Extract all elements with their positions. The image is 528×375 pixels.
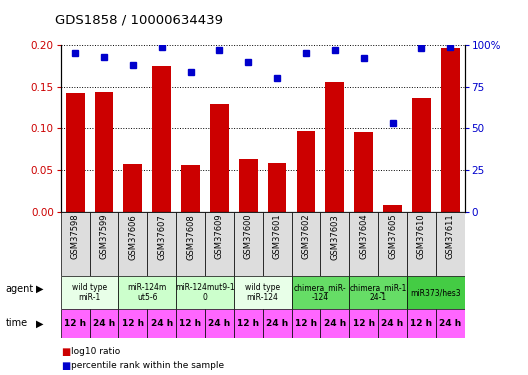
Text: GSM37605: GSM37605 (388, 214, 397, 260)
Text: GSM37611: GSM37611 (446, 214, 455, 260)
Bar (378, 309, 407, 338)
Bar (66, 93, 84, 212)
Bar (176, 276, 234, 309)
Text: wild type
miR-124: wild type miR-124 (245, 283, 280, 302)
Bar (176, 212, 205, 276)
Bar (262, 309, 291, 338)
Text: wild type
miR-1: wild type miR-1 (72, 283, 107, 302)
Text: percentile rank within the sample: percentile rank within the sample (71, 361, 224, 370)
Text: time: time (5, 318, 27, 328)
Text: 12 h: 12 h (122, 319, 144, 328)
Text: GSM37609: GSM37609 (215, 214, 224, 260)
Bar (291, 212, 320, 276)
Text: 24 h: 24 h (324, 319, 346, 328)
Text: log10 ratio: log10 ratio (71, 347, 120, 356)
Text: 24 h: 24 h (439, 319, 461, 328)
Text: chimera_miR-1
24-1: chimera_miR-1 24-1 (350, 283, 407, 302)
Bar (152, 66, 171, 212)
Bar (441, 48, 459, 212)
Text: GSM37610: GSM37610 (417, 214, 426, 260)
Bar (407, 276, 465, 309)
Bar (239, 159, 258, 212)
Bar (61, 212, 90, 276)
Text: GSM37599: GSM37599 (99, 214, 108, 259)
Bar (407, 309, 436, 338)
Bar (61, 276, 118, 309)
Text: 12 h: 12 h (353, 319, 375, 328)
Bar (118, 309, 147, 338)
Text: miR373/hes3: miR373/hes3 (410, 288, 461, 297)
Text: GSM37604: GSM37604 (359, 214, 368, 260)
Bar (124, 164, 142, 212)
Text: GSM37601: GSM37601 (272, 214, 281, 260)
Text: 12 h: 12 h (64, 319, 86, 328)
Bar (205, 309, 234, 338)
Bar (181, 165, 200, 212)
Bar (234, 276, 291, 309)
Bar (210, 104, 229, 212)
Bar (412, 98, 431, 212)
Text: GSM37603: GSM37603 (331, 214, 340, 260)
Bar (118, 276, 176, 309)
Bar (436, 212, 465, 276)
Bar (349, 212, 378, 276)
Bar (320, 212, 349, 276)
Bar (90, 212, 118, 276)
Bar (349, 276, 407, 309)
Text: miR-124m
ut5-6: miR-124m ut5-6 (128, 283, 167, 302)
Text: GSM37602: GSM37602 (301, 214, 310, 260)
Text: GSM37600: GSM37600 (244, 214, 253, 260)
Text: 24 h: 24 h (93, 319, 115, 328)
Text: 12 h: 12 h (410, 319, 432, 328)
Text: ■: ■ (61, 361, 70, 370)
Text: ▶: ▶ (36, 318, 43, 328)
Bar (325, 82, 344, 212)
Text: GSM37598: GSM37598 (71, 214, 80, 260)
Bar (354, 132, 373, 212)
Bar (147, 212, 176, 276)
Bar (234, 309, 263, 338)
Text: 24 h: 24 h (208, 319, 231, 328)
Bar (349, 309, 378, 338)
Bar (234, 212, 263, 276)
Text: 12 h: 12 h (295, 319, 317, 328)
Bar (291, 309, 320, 338)
Text: GSM37606: GSM37606 (128, 214, 137, 260)
Bar (90, 309, 118, 338)
Bar (268, 163, 287, 212)
Text: miR-124mut9-1
0: miR-124mut9-1 0 (175, 283, 235, 302)
Text: 24 h: 24 h (266, 319, 288, 328)
Text: agent: agent (5, 284, 34, 294)
Text: GSM37607: GSM37607 (157, 214, 166, 260)
Bar (297, 131, 315, 212)
Bar (205, 212, 234, 276)
Bar (407, 212, 436, 276)
Text: 12 h: 12 h (237, 319, 259, 328)
Text: chimera_miR-
-124: chimera_miR- -124 (294, 283, 347, 302)
Bar (378, 212, 407, 276)
Bar (61, 309, 90, 338)
Text: GDS1858 / 10000634439: GDS1858 / 10000634439 (55, 13, 223, 26)
Bar (176, 309, 205, 338)
Bar (118, 212, 147, 276)
Bar (262, 212, 291, 276)
Text: ▶: ▶ (36, 284, 43, 294)
Bar (95, 92, 114, 212)
Text: 12 h: 12 h (180, 319, 202, 328)
Bar (147, 309, 176, 338)
Text: 24 h: 24 h (381, 319, 403, 328)
Text: GSM37608: GSM37608 (186, 214, 195, 260)
Bar (291, 276, 349, 309)
Bar (383, 205, 402, 212)
Bar (320, 309, 349, 338)
Bar (436, 309, 465, 338)
Text: ■: ■ (61, 347, 70, 357)
Text: 24 h: 24 h (150, 319, 173, 328)
